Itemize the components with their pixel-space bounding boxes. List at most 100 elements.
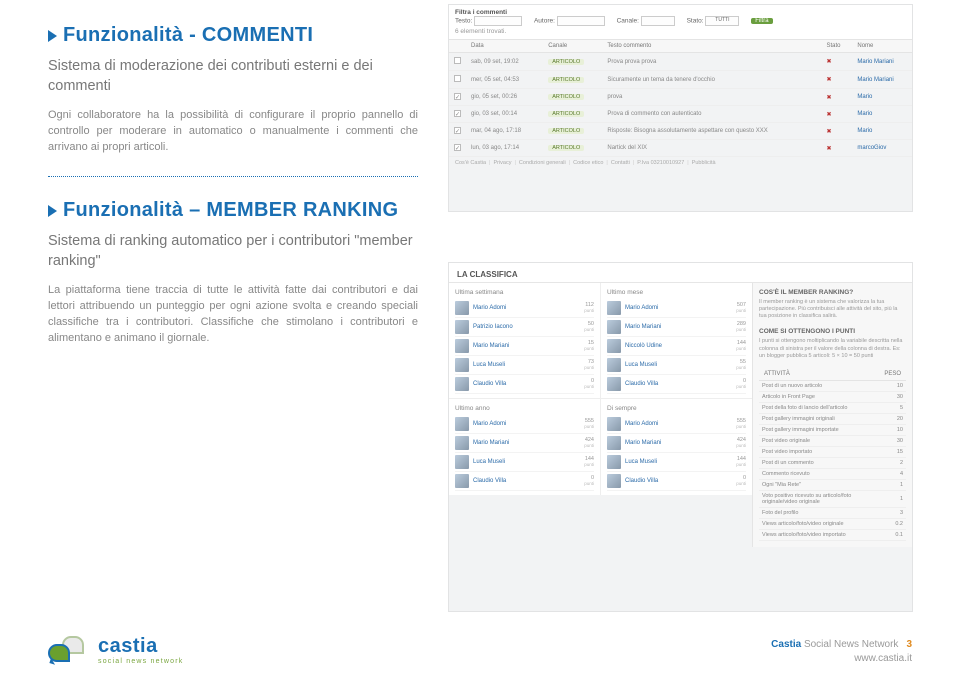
avatar <box>607 320 621 334</box>
activity-row: Voto positivo ricevuto su articolo/foto … <box>759 490 906 507</box>
table-row: mer, 05 set, 04:53 ARTICOLO Sicuramente … <box>449 71 912 89</box>
activity-row: Post della foto di lancio dell'articolo5 <box>759 402 906 413</box>
rank-name[interactable]: Niccolò Udine <box>625 343 736 349</box>
table-row: ✓ lun, 03 ago, 17:14 ARTICOLO Nartick de… <box>449 140 912 157</box>
rank-points: 555punti <box>736 419 746 429</box>
cell-stato: ✖ <box>822 53 853 71</box>
activity-row: Foto del profilo3 <box>759 507 906 518</box>
row-checkbox[interactable]: ✓ <box>454 127 461 134</box>
screenshot-leaderboard: LA CLASSIFICA Ultima settimana Mario Adom… <box>448 262 913 612</box>
cell-data: sab, 09 set, 19:02 <box>466 53 543 71</box>
rank-name[interactable]: Mario Mariani <box>473 343 584 349</box>
logo: castia social news network <box>48 635 183 665</box>
filter-bar: Filtra i commenti Testo: Autore: Canale:… <box>449 5 912 40</box>
rank-row: Luca Museli144punti <box>455 453 594 472</box>
footer-link[interactable]: P.Iva 03210010927 <box>637 160 684 166</box>
row-checkbox[interactable] <box>454 75 461 82</box>
footer-link[interactable]: Contatti <box>611 160 630 166</box>
side-heading-2: COME SI OTTENGONO I PUNTI <box>759 328 906 335</box>
rank-name[interactable]: Mario Mariani <box>473 440 584 446</box>
rank-name[interactable]: Claudio Villa <box>625 478 736 484</box>
avatar <box>607 339 621 353</box>
col-data: Data <box>466 40 543 53</box>
row-checkbox[interactable] <box>454 57 461 64</box>
rank-name[interactable]: Patrizio Iacono <box>473 324 584 330</box>
filter-button[interactable]: Filtra <box>751 18 772 24</box>
activity-weight: 2 <box>879 457 906 468</box>
rank-row: Claudio Villa0punti <box>455 375 594 394</box>
col-nome: Nome <box>852 40 912 53</box>
rank-name[interactable]: Claudio Villa <box>473 381 584 387</box>
activity-name: Post gallery immagini importate <box>759 424 879 435</box>
footer-link[interactable]: Condizioni generali <box>519 160 566 166</box>
row-checkbox[interactable]: ✓ <box>454 144 461 151</box>
row-checkbox[interactable]: ✓ <box>454 110 461 117</box>
rank-name[interactable]: Luca Museli <box>625 459 736 465</box>
rank-name[interactable]: Mario Adomi <box>473 305 584 311</box>
activity-name: Foto del profilo <box>759 507 879 518</box>
rank-name[interactable]: Mario Mariani <box>625 324 736 330</box>
table-row: sab, 09 set, 19:02 ARTICOLO Prova prova … <box>449 53 912 71</box>
cell-stato: ✖ <box>822 71 853 89</box>
cell-canale: ARTICOLO <box>543 71 602 89</box>
select-stato[interactable]: TUTTI <box>705 16 739 26</box>
rank-points: 50punti <box>584 322 594 332</box>
rank-name[interactable]: Mario Adomi <box>473 421 584 427</box>
rank-row: Mario Mariani15punti <box>455 337 594 356</box>
cell-data: mer, 05 set, 04:53 <box>466 71 543 89</box>
screenshot-comments: Filtra i commenti Testo: Autore: Canale:… <box>448 4 913 212</box>
page-number: 3 <box>906 639 912 650</box>
rank-name[interactable]: Claudio Villa <box>473 478 584 484</box>
rank-name[interactable]: Mario Adomi <box>625 421 736 427</box>
select-canale[interactable] <box>641 16 675 26</box>
rank-name[interactable]: Luca Museli <box>625 362 736 368</box>
footer-link[interactable]: Privacy <box>493 160 511 166</box>
rank-col-head: Ultima settimana <box>455 289 594 296</box>
activity-weight: 15 <box>879 446 906 457</box>
rank-row: Mario Adomi112punti <box>455 299 594 318</box>
input-testo[interactable] <box>474 16 522 26</box>
rank-row: Mario Mariani424punti <box>455 434 594 453</box>
footer-link[interactable]: Pubblicità <box>692 160 716 166</box>
activity-weight: 30 <box>879 391 906 402</box>
label-stato: Stato: <box>687 18 704 25</box>
table-header-row: Data Canale Testo commento Stato Nome <box>449 40 912 53</box>
rank-row: Mario Adomi555punti <box>455 415 594 434</box>
avatar <box>607 377 621 391</box>
cell-stato: ✖ <box>822 140 853 157</box>
avatar <box>455 301 469 315</box>
activity-weight: 0.1 <box>879 529 906 540</box>
rank-name[interactable]: Claudio Villa <box>625 381 736 387</box>
rank-name[interactable]: Mario Mariani <box>625 440 736 446</box>
table-row: ✓ mar, 04 ago, 17:18 ARTICOLO Risposte: … <box>449 123 912 140</box>
footer-link[interactable]: Codice etico <box>573 160 603 166</box>
row-checkbox[interactable]: ✓ <box>454 93 461 100</box>
rank-row: Luca Museli144punti <box>607 453 746 472</box>
filter-title: Filtra i commenti <box>455 9 507 16</box>
activity-name: Views articolo/foto/video originale <box>759 518 879 529</box>
footer-link[interactable]: Cos'è Castia <box>455 160 486 166</box>
rank-column: Ultima settimana Mario Adomi112punti Patri… <box>449 283 601 398</box>
section-title: Funzionalità – MEMBER RANKING <box>48 199 418 222</box>
cell-nome: Mario <box>852 106 912 123</box>
footer-meta: Castia Social News Network3 www.castia.i… <box>771 638 912 665</box>
leaderboard-title: LA CLASSIFICA <box>449 263 912 283</box>
activity-weight: 10 <box>879 380 906 391</box>
section-body: Ogni collaboratore ha la possibilità di … <box>48 108 418 156</box>
title-text: Funzionalità - COMMENTI <box>63 24 313 46</box>
arrow-icon <box>48 30 57 42</box>
rank-name[interactable]: Mario Adomi <box>625 305 736 311</box>
cell-data: mar, 04 ago, 17:18 <box>466 123 543 140</box>
input-autore[interactable] <box>557 16 605 26</box>
activity-name: Post video originale <box>759 435 879 446</box>
arrow-icon <box>48 205 57 217</box>
rank-points: 0punti <box>584 476 594 486</box>
rank-name[interactable]: Luca Museli <box>473 459 584 465</box>
rank-points: 424punti <box>584 438 594 448</box>
section-title: Funzionalità - COMMENTI <box>48 24 418 47</box>
rank-name[interactable]: Luca Museli <box>473 362 584 368</box>
side-body-1: Il member ranking è un sistema che valor… <box>759 299 906 320</box>
activity-name: Post di un nuovo articolo <box>759 380 879 391</box>
activity-name: Commento ricevuto <box>759 468 879 479</box>
footer-brand: Castia <box>771 639 801 650</box>
